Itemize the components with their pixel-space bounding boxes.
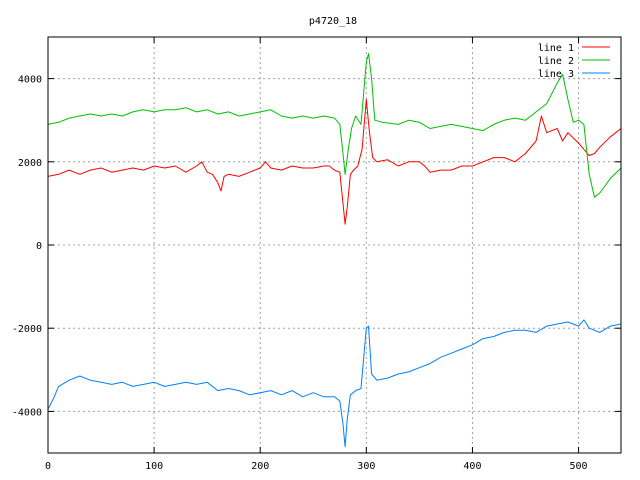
y-tick-label: -4000 <box>12 407 42 418</box>
series-lines <box>47 53 622 448</box>
x-tick-label: 400 <box>463 461 481 472</box>
legend-label: line 3 <box>538 69 574 80</box>
legend: line 1 line 2 line 3 <box>538 43 610 80</box>
legend-label: line 1 <box>538 43 574 54</box>
y-tick-label: 4000 <box>18 75 42 86</box>
series-line-3 <box>47 319 622 448</box>
x-tick-label: 200 <box>251 461 269 472</box>
grid <box>48 37 621 453</box>
x-tick-label: 500 <box>570 461 588 472</box>
x-tick-label: 0 <box>45 461 51 472</box>
x-tick-label: 300 <box>357 461 375 472</box>
x-tick-label: 100 <box>145 461 163 472</box>
plot-frame <box>47 36 622 454</box>
y-tick-label: 0 <box>36 241 42 252</box>
legend-label: line 2 <box>538 56 574 67</box>
y-tick-label: -2000 <box>12 324 42 335</box>
axis-ticks: 0 100 200 300 400 500 -4000 -2000 0 2000 4000 <box>12 37 621 472</box>
series-line-1 <box>47 98 622 225</box>
series-line-2 <box>47 53 622 198</box>
chart-title: p4720_18 <box>309 16 357 27</box>
y-tick-label: 2000 <box>18 158 42 169</box>
